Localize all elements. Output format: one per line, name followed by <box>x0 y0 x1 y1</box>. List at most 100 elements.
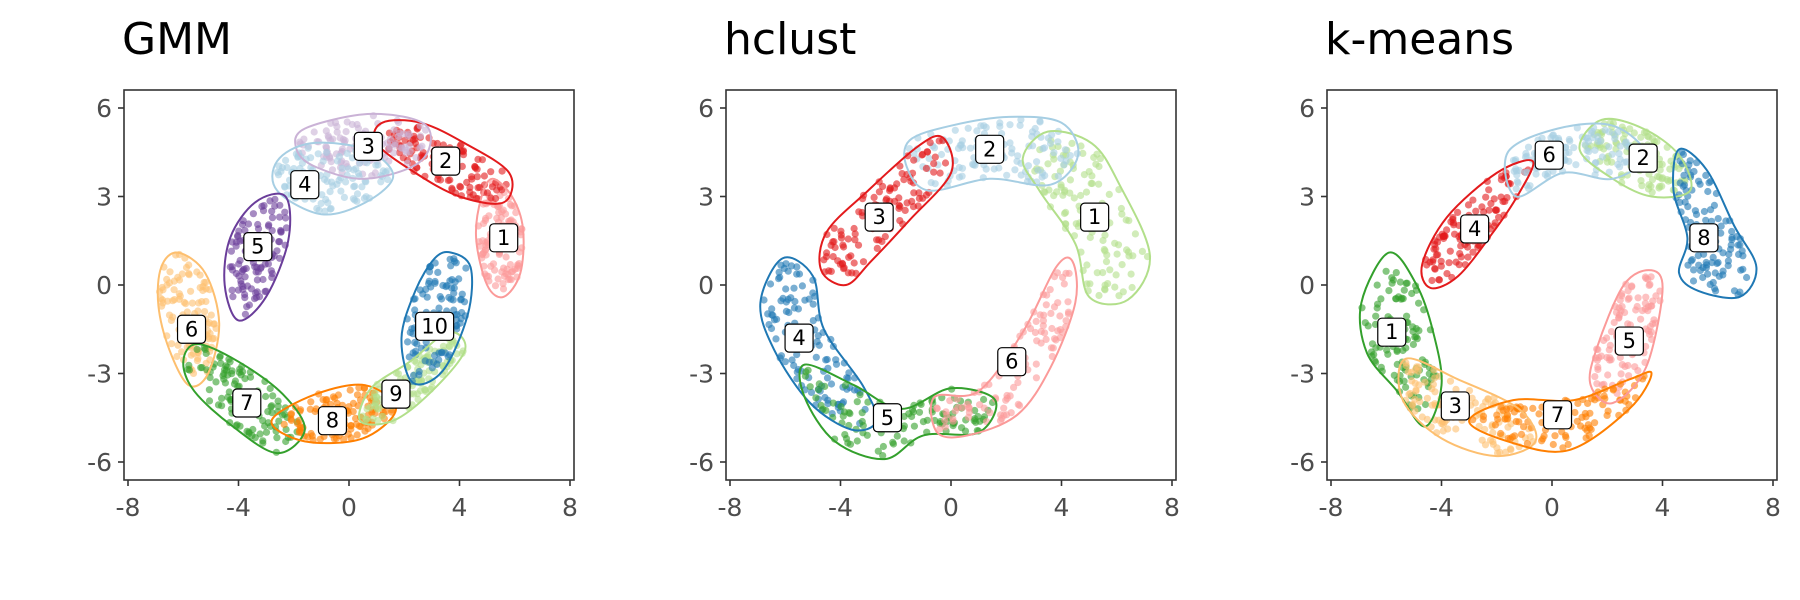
data-point <box>941 159 950 167</box>
data-point <box>1128 283 1136 292</box>
data-point <box>1722 217 1730 225</box>
data-point <box>221 379 229 387</box>
data-point <box>277 228 285 236</box>
data-point <box>1529 404 1537 412</box>
data-point <box>873 244 881 252</box>
data-point <box>1125 252 1133 260</box>
data-point <box>1710 201 1718 209</box>
data-point <box>1434 251 1442 259</box>
data-point <box>1064 310 1073 318</box>
data-point <box>1526 182 1534 190</box>
data-point <box>244 220 253 228</box>
data-point <box>930 160 938 168</box>
data-point <box>379 412 387 420</box>
cluster-contour-3 <box>1397 357 1538 458</box>
data-point <box>1486 436 1495 444</box>
cluster-label-text: 7 <box>1551 403 1564 427</box>
data-point <box>839 412 847 420</box>
x-tick-label: -8 <box>116 493 141 522</box>
data-point <box>1712 287 1720 295</box>
data-point <box>851 230 859 238</box>
x-tick-label: 0 <box>341 493 357 522</box>
data-point <box>416 132 425 140</box>
data-point <box>1728 227 1736 236</box>
data-point <box>237 371 245 379</box>
data-point <box>900 176 908 184</box>
data-point <box>228 263 236 271</box>
data-point <box>824 400 832 408</box>
data-point <box>1464 253 1472 261</box>
data-point <box>1493 206 1501 214</box>
data-point <box>1641 305 1649 313</box>
y-tick-label: -3 <box>87 360 112 389</box>
data-point <box>1739 265 1747 273</box>
data-point <box>1570 144 1578 152</box>
data-point <box>447 262 455 270</box>
cluster-points-7 <box>184 344 301 456</box>
data-point <box>1702 216 1710 224</box>
data-point <box>1131 230 1139 238</box>
y-tick-label: 3 <box>698 183 714 212</box>
data-point <box>1680 171 1688 179</box>
data-point <box>276 213 284 221</box>
data-point <box>933 404 941 412</box>
data-point <box>1414 367 1422 375</box>
data-point <box>259 417 267 425</box>
data-point <box>1392 269 1400 277</box>
data-point <box>931 153 939 161</box>
data-point <box>1016 401 1024 410</box>
data-point <box>1496 448 1504 456</box>
data-point <box>508 202 516 210</box>
data-point <box>440 367 449 375</box>
data-point <box>1717 222 1725 230</box>
data-point <box>1042 301 1050 309</box>
data-point <box>1532 170 1540 178</box>
data-point <box>1399 346 1407 355</box>
cluster-label-text: 6 <box>1005 350 1018 374</box>
data-point <box>478 251 486 259</box>
data-point <box>262 392 270 401</box>
data-point <box>1393 346 1401 354</box>
data-point <box>1431 374 1439 382</box>
data-point <box>498 186 506 194</box>
data-point <box>1573 124 1581 132</box>
cluster-label-1: 1 <box>1080 202 1110 232</box>
data-point <box>1083 261 1091 269</box>
data-point <box>337 187 345 195</box>
cluster-label-6: 6 <box>176 314 207 344</box>
data-point <box>1571 408 1579 417</box>
data-point <box>858 409 866 417</box>
data-point <box>1644 185 1653 193</box>
data-point <box>476 183 484 191</box>
data-point <box>311 407 319 416</box>
data-point <box>1446 377 1455 385</box>
data-point <box>1000 404 1008 412</box>
data-point <box>1427 423 1435 431</box>
data-point <box>1637 177 1645 185</box>
data-point <box>436 176 445 184</box>
data-point <box>1512 185 1520 193</box>
x-tick-label: 0 <box>1544 493 1560 522</box>
data-point <box>1616 296 1624 304</box>
data-point <box>185 270 193 278</box>
data-point <box>1039 322 1047 330</box>
data-point <box>806 383 814 391</box>
data-point <box>1549 440 1557 449</box>
data-point <box>936 169 944 177</box>
data-point <box>281 208 289 216</box>
data-point <box>1497 429 1505 438</box>
data-point <box>996 122 1004 130</box>
data-point <box>1085 168 1093 176</box>
data-point <box>487 168 495 176</box>
data-point <box>1728 234 1736 242</box>
data-point <box>201 345 209 353</box>
data-point <box>1588 127 1596 135</box>
data-point <box>1607 328 1616 336</box>
data-point <box>1456 250 1464 258</box>
data-point <box>1105 190 1113 198</box>
y-tick-label: -6 <box>87 448 112 477</box>
data-point <box>193 268 201 276</box>
data-point <box>1678 148 1686 156</box>
data-point <box>834 257 842 265</box>
